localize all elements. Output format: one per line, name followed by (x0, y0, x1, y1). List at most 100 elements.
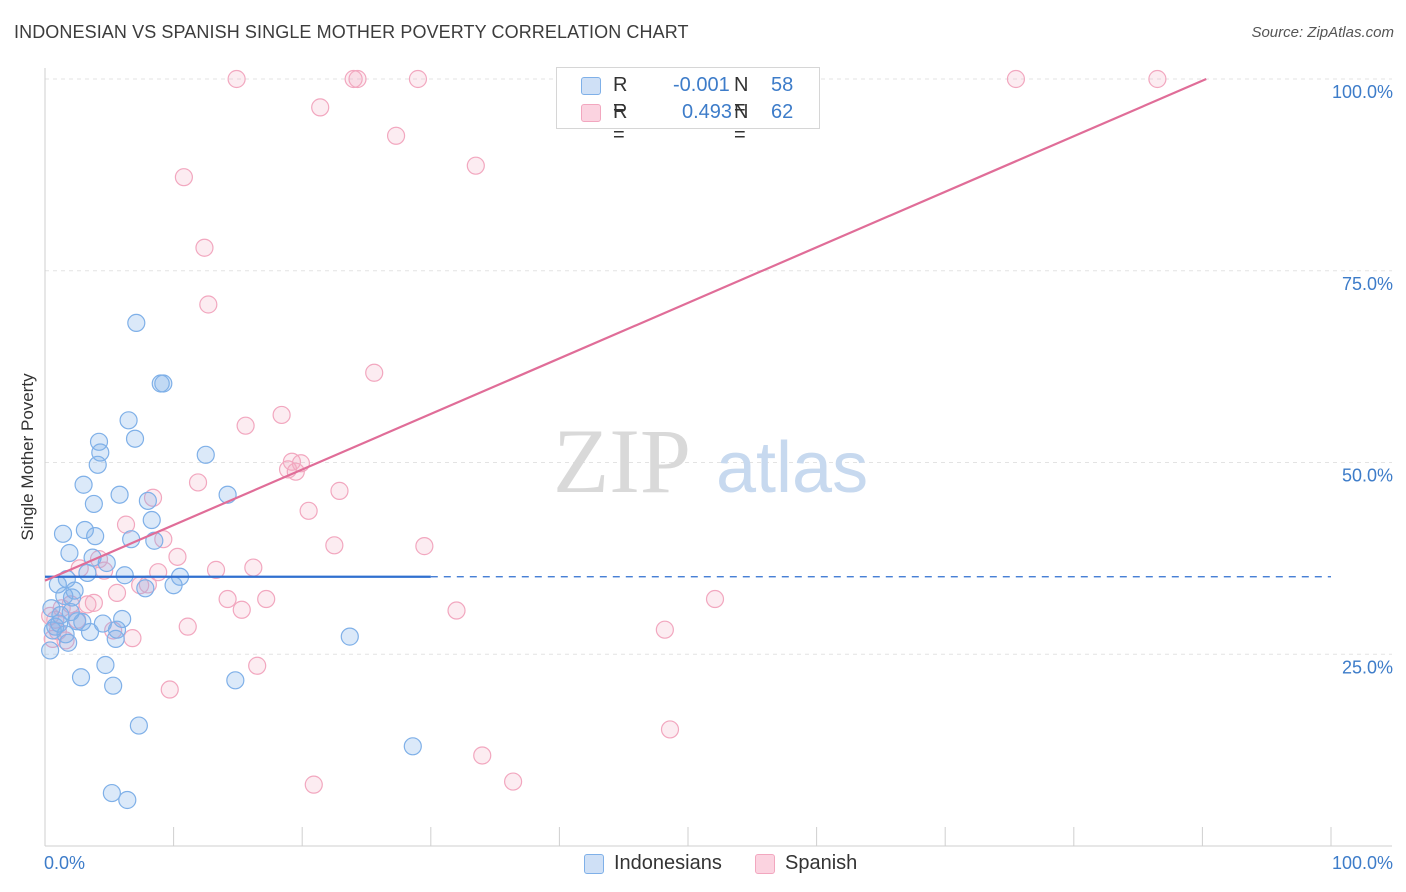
data-point-spanish (311, 98, 330, 117)
x-tick-label: 0.0% (44, 853, 85, 873)
y-tick-label: 25.0% (1342, 657, 1393, 677)
data-point-indonesians (136, 579, 155, 598)
legend-r-value: -0.001 (673, 74, 730, 96)
data-point-indonesians (74, 475, 93, 494)
data-point-indonesians (138, 491, 157, 510)
data-point-spanish (178, 617, 197, 636)
source-label: Source: ZipAtlas.com (1251, 24, 1394, 41)
data-point-indonesians (41, 641, 60, 660)
data-point-spanish (386, 126, 406, 145)
legend-swatch-blue (581, 77, 601, 95)
y-tick-label: 75.0% (1342, 274, 1393, 294)
data-point-indonesians (78, 563, 97, 583)
data-point-indonesians (42, 599, 61, 618)
data-point-indonesians (226, 671, 245, 690)
data-point-indonesians (107, 620, 127, 639)
data-point-spanish (188, 473, 208, 492)
data-point-indonesians (80, 622, 100, 642)
legend-n-value: 62 (771, 101, 794, 123)
legend-r-label: R = (613, 74, 628, 119)
data-point-spanish (282, 452, 302, 471)
data-point-spanish (232, 600, 251, 619)
data-point-indonesians (106, 629, 125, 649)
series-indonesians-points (41, 313, 422, 810)
legend-r-value: 0.493 (682, 101, 733, 123)
data-point-indonesians (118, 790, 137, 810)
data-point-indonesians (59, 633, 78, 652)
bottom-legend-label: Indonesians (614, 852, 722, 874)
legend-n-label: N = (734, 101, 749, 146)
watermark-zip: ZIP (553, 410, 691, 512)
data-point-indonesians (129, 716, 148, 735)
data-point-indonesians (113, 609, 132, 629)
data-point-spanish (304, 775, 323, 794)
data-point-spanish (1148, 69, 1167, 89)
data-point-spanish (78, 595, 97, 614)
watermark-atlas: atlas (716, 428, 868, 508)
data-point-indonesians (125, 429, 145, 448)
legend-r-label: R = (613, 101, 628, 146)
data-point-spanish (257, 589, 276, 609)
data-point-spanish (84, 593, 103, 612)
grid (45, 78, 1392, 655)
data-point-spanish (705, 589, 725, 609)
data-point-indonesians (61, 602, 80, 622)
data-point-indonesians (154, 374, 173, 393)
series-spanish-points (41, 69, 1167, 794)
x-tick-label: 100.0% (1332, 853, 1393, 873)
data-point-spanish (107, 583, 127, 602)
data-point-spanish (236, 416, 255, 435)
y-tick-label: 50.0% (1342, 466, 1393, 486)
trend-lines (44, 77, 1331, 582)
legend-n-label: N = (734, 74, 749, 119)
data-point-spanish (504, 772, 523, 791)
data-point-indonesians (119, 411, 138, 430)
data-point-indonesians (102, 783, 121, 803)
data-point-spanish (344, 69, 363, 89)
data-point-spanish (330, 481, 349, 500)
y-axis-label: Single Mother Poverty (18, 373, 37, 541)
data-point-spanish (272, 405, 291, 425)
bottom-legend-swatch-blue (584, 854, 604, 874)
data-point-indonesians (60, 543, 79, 563)
data-point-spanish (168, 547, 187, 566)
data-point-spanish (660, 720, 680, 739)
data-point-spanish (227, 69, 246, 89)
data-point-indonesians (71, 668, 91, 687)
legend-swatch-pink (581, 104, 601, 122)
legend-n-value: 58 (771, 74, 794, 96)
data-point-indonesians (403, 737, 422, 756)
data-point-spanish (348, 69, 367, 89)
data-point-indonesians (91, 443, 110, 462)
data-point-indonesians (127, 313, 146, 333)
data-point-indonesians (86, 527, 105, 546)
data-point-spanish (218, 589, 237, 609)
data-point-indonesians (73, 612, 92, 632)
tick-labels: 25.0% 50.0% 75.0% 100.0% 0.0% 100.0% (44, 82, 1393, 873)
chart-title: INDONESIAN VS SPANISH SINGLE MOTHER POVE… (14, 22, 689, 42)
data-point-spanish (408, 69, 428, 89)
data-point-spanish (655, 620, 674, 639)
data-point-indonesians (104, 676, 123, 695)
axes (44, 68, 1392, 847)
data-point-spanish (1006, 69, 1026, 89)
data-point-spanish (447, 601, 466, 620)
data-point-spanish (123, 629, 142, 648)
data-point-indonesians (65, 581, 84, 600)
data-point-indonesians (68, 612, 87, 631)
bottom-legend-label: Spanish (785, 852, 858, 874)
data-point-spanish (248, 656, 267, 675)
data-point-spanish (174, 168, 193, 187)
data-point-indonesians (75, 520, 94, 540)
stats-legend: R = -0.001 N = 58 R = 0.493 N = 62 (556, 67, 820, 146)
data-point-spanish (149, 563, 168, 582)
data-point-spanish (160, 680, 179, 699)
data-point-spanish (199, 295, 218, 314)
trend-line-spanish (44, 77, 1207, 582)
data-point-spanish (325, 536, 344, 555)
data-point-spanish (473, 746, 492, 765)
data-point-indonesians (340, 627, 359, 646)
data-point-indonesians (51, 606, 70, 625)
data-point-indonesians (142, 510, 161, 530)
data-point-spanish (299, 501, 318, 520)
